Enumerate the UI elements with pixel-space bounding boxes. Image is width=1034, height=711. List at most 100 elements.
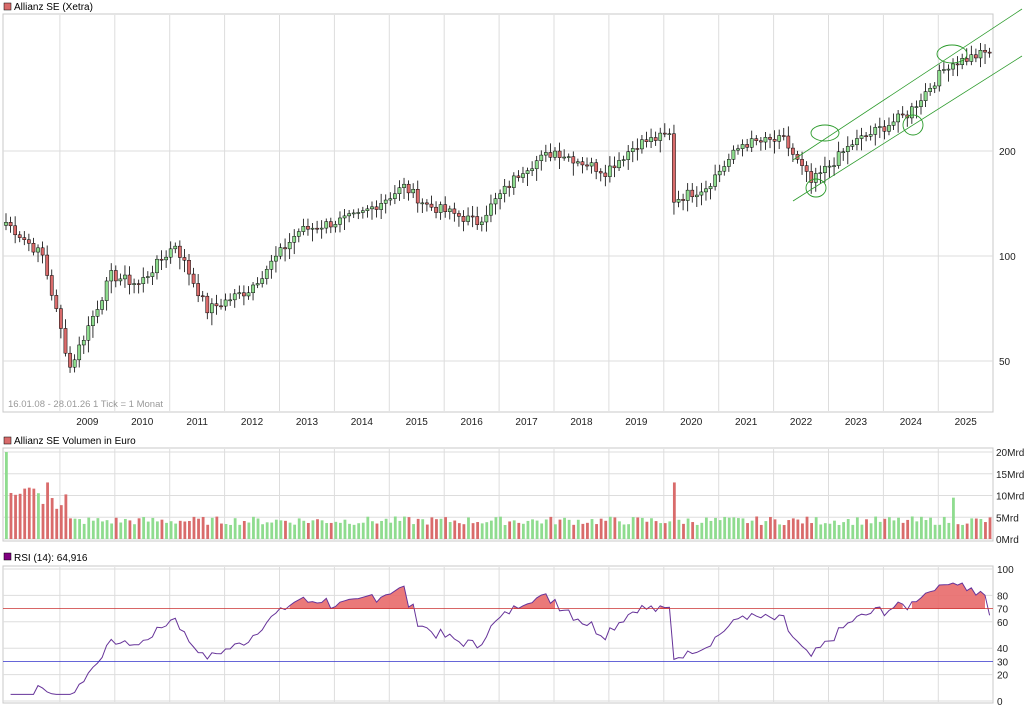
volume-bar [91,520,95,539]
candle-body [919,100,923,107]
volume-bar [938,524,942,539]
volume-bar [297,518,301,539]
candle-body [264,269,269,279]
candle-body [608,165,612,177]
volume-bar [476,522,480,539]
volume-panel: Allianz SE Volumen in Euro 0Mrd 5Mrd 10Mrd… [2,436,1024,546]
volume-bar [979,519,983,539]
volume-bar [910,516,914,539]
candle-body [237,292,242,295]
chart-info-text: 16.01.08 - 28.01.26 1 Tick = 1 Monat [8,399,163,410]
rsi-y-tick-label: 60 [997,618,1009,629]
candle-body [713,174,717,187]
x-axis-year-label: 2014 [351,417,374,428]
volume-bar [759,524,763,539]
volume-bar [311,520,315,539]
volume-y-tick-label: 10Mrd [996,492,1024,503]
volume-bar [503,525,507,539]
rsi-y-tick-label: 0 [997,697,1003,708]
rsi-overbought-area [911,583,985,609]
volume-bar [174,523,178,539]
volume-bar [133,524,136,539]
x-axis-year-label: 2024 [900,417,923,428]
volume-bar [329,522,333,539]
candle-body [54,295,59,309]
candle-body [187,259,191,275]
channel-touch-ellipse [805,178,827,198]
candle-body [598,171,603,174]
candle-body [4,222,8,226]
candle-body [406,183,411,194]
volume-bar [572,524,576,539]
volume-bar [389,522,393,539]
candle-body [516,175,521,178]
volume-bar [188,520,191,539]
volume-bar [494,517,498,539]
volume-bar [393,516,397,539]
channel-touch-ellipse [810,124,840,142]
candle-body [27,239,31,244]
channel-touch-ellipse [936,44,968,64]
candle-body [525,170,530,174]
volume-bar [288,522,292,539]
volume-bar [563,517,566,539]
candle-body [278,247,283,257]
candle-body [173,245,178,250]
volume-bar [764,521,768,539]
candle-body [40,247,45,256]
candle-body [145,276,150,278]
volume-bar [718,520,722,539]
candle-body [182,257,187,261]
volume-bar [952,497,955,539]
volume-bar [704,517,708,539]
x-axis-year-label: 2015 [406,417,429,428]
volume-bar [384,518,388,539]
volume-bar [663,523,667,539]
channel-touch-ellipse [902,114,924,136]
x-axis-year-label: 2020 [680,417,703,428]
volume-bar [659,523,663,539]
volume-bar [46,482,49,539]
volume-bar [604,520,608,539]
candle-body [786,135,791,149]
candle-body [749,138,754,148]
candle-body [882,126,887,132]
candle-body [232,293,237,301]
volume-bar [965,523,969,539]
volume-bar [627,524,630,539]
volume-bar [691,522,695,539]
volume-bar [462,524,466,539]
volume-bar [746,523,749,539]
volume-bar [160,519,164,539]
volume-bar [398,520,402,539]
candle-body [100,300,104,310]
volume-bar [956,524,960,539]
candle-body [594,162,599,172]
volume-bar [87,517,91,539]
volume-bar [801,523,804,539]
candle-body [470,215,475,218]
volume-bar [833,520,836,539]
volume-bar [178,520,182,539]
candle-body [310,227,315,230]
candle-body [242,292,246,297]
candle-body [411,189,416,194]
volume-bar [567,519,571,539]
volume-bar [151,517,155,539]
volume-bar [220,523,223,539]
volume-y-tick-label: 20Mrd [996,448,1024,459]
volume-bar [942,516,946,539]
candle-body [91,316,95,326]
volume-bar [677,519,681,539]
volume-bar [581,523,585,539]
volume-bar [416,518,420,539]
candle-body [951,63,955,70]
candle-body [315,227,319,230]
candle-body [86,325,91,341]
candle-body [740,144,745,149]
volume-bar [448,522,452,539]
volume-bar [608,516,612,539]
candle-body [809,171,814,183]
candle-body [667,133,672,135]
candle-body [617,160,621,169]
